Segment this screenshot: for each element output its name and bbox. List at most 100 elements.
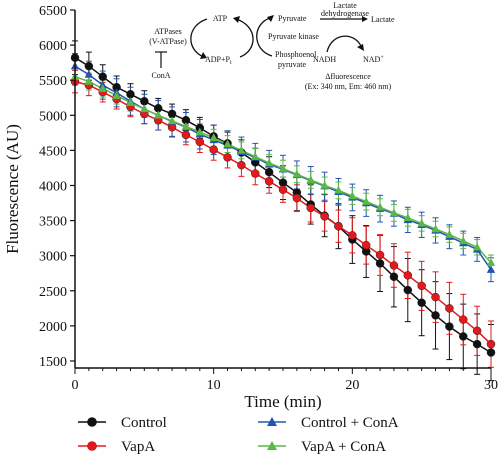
point-control xyxy=(403,285,413,295)
point-vapa-cona xyxy=(112,91,121,99)
atp-cycle-left-arrowhead xyxy=(200,52,207,59)
y-tick-label: 2500 xyxy=(39,285,67,300)
nad-label: NAD+ xyxy=(363,55,384,64)
point-vapa xyxy=(459,315,468,324)
y-tick-label: 6500 xyxy=(39,4,67,19)
point-control xyxy=(84,61,94,71)
point-vapa-cona xyxy=(126,98,135,106)
point-vapa xyxy=(195,137,205,147)
point-vapa xyxy=(472,326,482,336)
point-vapa xyxy=(431,292,440,302)
point-vapa-cona xyxy=(306,175,315,184)
point-vapa xyxy=(251,169,260,178)
point-vapa-cona xyxy=(181,122,191,130)
y-tick-label: 4000 xyxy=(39,179,67,194)
point-vapa-cona xyxy=(237,145,246,154)
excitation-label: (Ex: 340 nm, Em: 460 nm) xyxy=(305,82,392,91)
point-vapa xyxy=(209,145,218,154)
x-tick-label: 30 xyxy=(484,378,498,393)
point-vapa-cona xyxy=(251,152,260,160)
point-vapa-cona xyxy=(209,133,218,141)
point-vapa xyxy=(403,271,413,280)
point-vapa-cona xyxy=(167,116,177,125)
atp-cycle-left-arrow xyxy=(190,18,208,58)
y-tick-label: 5000 xyxy=(39,109,67,124)
point-vapa xyxy=(334,221,343,231)
lactate-dh-label-1: Lactate xyxy=(333,1,357,10)
legend-label-vapa: VapA xyxy=(121,439,155,455)
nadh-to-nad-arrow xyxy=(326,35,362,53)
point-vapa-cona xyxy=(320,180,329,189)
pyruvate-cycle-arrow xyxy=(256,17,273,57)
legend-label-vapa-cona: VapA + ConA xyxy=(301,439,386,455)
point-vapa-cona xyxy=(278,164,288,172)
ticks-layer: 1500 2000 2500 3000 3500 4000 4500 5000 5500 6000… xyxy=(39,4,498,393)
point-vapa xyxy=(320,212,329,221)
y-tick-label: 3000 xyxy=(39,250,67,265)
x-tick-label: 0 xyxy=(72,378,79,393)
legend-item-vapa: VapA xyxy=(78,439,155,455)
legend-label-control-cona: Control + ConA xyxy=(301,415,399,431)
delta-fluorescence-label: Δfluorescence xyxy=(325,72,371,81)
point-vapa-cona xyxy=(195,127,204,136)
point-vapa-cona xyxy=(223,139,232,148)
point-vapa xyxy=(417,281,426,291)
legend-item-vapa-cona: VapA + ConA xyxy=(258,439,386,455)
series-line-vapa xyxy=(74,80,492,345)
y-tick-label: 5500 xyxy=(39,74,67,89)
point-vapa-cona xyxy=(375,202,385,211)
point-vapa xyxy=(486,339,496,349)
vatpase-label: (V-ATPase) xyxy=(149,37,187,46)
legend: Control VapA Control + ConA VapA + ConA xyxy=(78,415,399,455)
error-bars-layer xyxy=(72,40,494,382)
point-control xyxy=(417,298,426,307)
point-vapa xyxy=(348,231,357,240)
cona-label: ConA xyxy=(151,71,170,80)
lactate-label: Lactate xyxy=(371,15,395,24)
atp-label: ATP xyxy=(213,14,228,23)
point-vapa-cona xyxy=(417,218,426,227)
point-vapa-cona xyxy=(445,230,454,238)
phosphoenol-label-2: pyruvate xyxy=(278,60,306,69)
point-control xyxy=(140,97,149,106)
point-vapa xyxy=(445,304,454,313)
nadh-label: NADH xyxy=(313,55,336,64)
pyruvate-label: Pyruvate xyxy=(278,14,307,23)
y-axis-title: Fluorescence (AU) xyxy=(3,124,22,254)
point-vapa-cona xyxy=(334,185,343,194)
legend-label-control: Control xyxy=(121,415,167,431)
point-control xyxy=(431,311,440,320)
y-tick-label: 3500 xyxy=(39,215,67,230)
point-vapa-cona xyxy=(84,77,94,85)
point-vapa-cona xyxy=(98,84,107,92)
point-control xyxy=(389,272,399,281)
point-vapa xyxy=(264,177,274,186)
point-control xyxy=(445,322,454,331)
pyruvate-cycle-arrowhead xyxy=(267,15,274,22)
legend-marker-control xyxy=(87,417,97,427)
point-vapa-cona xyxy=(459,236,468,245)
point-vapa-cona xyxy=(140,104,149,113)
point-vapa-cona xyxy=(292,169,302,178)
pathway-inset-diagram: ATPases (V-ATPase) ConA ATP ADP+Pi Pyruv… xyxy=(149,1,395,91)
point-vapa-cona xyxy=(486,258,496,266)
point-control xyxy=(264,167,274,177)
legend-item-control: Control xyxy=(78,415,167,431)
point-vapa-cona xyxy=(362,197,371,205)
legend-marker-vapa xyxy=(87,441,97,451)
lactate-dh-label-2: dehydrogenase xyxy=(321,9,369,18)
point-vapa-cona xyxy=(348,191,357,200)
adp-label: ADP+Pi xyxy=(205,55,232,66)
pyruvate-to-lactate-arrowhead xyxy=(362,16,368,22)
point-vapa-cona xyxy=(431,224,440,233)
point-vapa-cona xyxy=(264,158,274,167)
point-vapa xyxy=(292,193,302,203)
nadh-to-nad-arrowhead xyxy=(357,44,364,51)
pyruvate-kinase-label: Pyruvate kinase xyxy=(268,32,319,41)
point-control-cona xyxy=(84,70,94,78)
point-vapa-cona xyxy=(389,208,399,217)
point-vapa-cona xyxy=(154,110,163,119)
point-vapa xyxy=(181,130,191,140)
point-vapa-cona xyxy=(472,242,482,251)
